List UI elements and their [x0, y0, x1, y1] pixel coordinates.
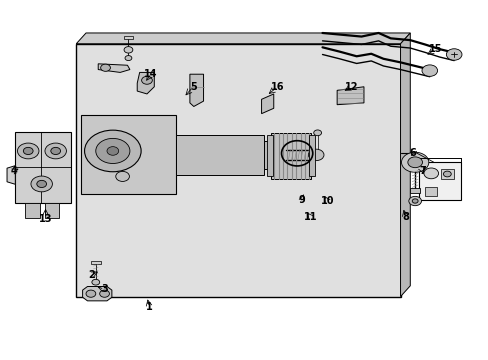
- Circle shape: [142, 76, 152, 84]
- Bar: [25, 203, 40, 219]
- Text: 2: 2: [88, 270, 95, 280]
- Bar: [424, 187, 436, 196]
- Polygon shape: [261, 94, 273, 114]
- Circle shape: [100, 290, 109, 297]
- Circle shape: [37, 180, 46, 188]
- Bar: [15, 132, 71, 203]
- Circle shape: [86, 290, 96, 297]
- Bar: [440, 169, 453, 179]
- Polygon shape: [98, 64, 130, 72]
- Bar: [44, 203, 59, 219]
- Circle shape: [23, 147, 33, 154]
- Text: 5: 5: [189, 82, 196, 92]
- Circle shape: [84, 130, 141, 172]
- Circle shape: [408, 196, 421, 206]
- Circle shape: [101, 64, 110, 71]
- Circle shape: [401, 152, 428, 172]
- Polygon shape: [336, 87, 363, 105]
- Bar: [418, 162, 460, 200]
- Circle shape: [423, 168, 438, 179]
- Bar: [176, 135, 264, 175]
- Text: 4: 4: [10, 166, 17, 176]
- Circle shape: [124, 46, 133, 53]
- Bar: [123, 36, 133, 39]
- Polygon shape: [137, 72, 154, 94]
- Bar: [409, 189, 419, 193]
- Circle shape: [107, 147, 119, 155]
- Polygon shape: [7, 166, 15, 184]
- Text: 1: 1: [146, 302, 152, 312]
- Polygon shape: [189, 74, 203, 107]
- Circle shape: [421, 65, 437, 76]
- Circle shape: [116, 171, 129, 181]
- Polygon shape: [82, 287, 112, 301]
- Polygon shape: [76, 44, 400, 297]
- Text: 7: 7: [418, 166, 425, 176]
- Circle shape: [446, 49, 461, 60]
- Circle shape: [407, 157, 422, 168]
- Bar: [309, 135, 315, 176]
- Text: 14: 14: [144, 69, 157, 79]
- Text: 16: 16: [270, 82, 284, 92]
- Text: 10: 10: [320, 196, 333, 206]
- Text: 12: 12: [345, 82, 358, 92]
- Bar: [81, 116, 176, 194]
- Circle shape: [96, 138, 130, 163]
- Circle shape: [18, 143, 39, 159]
- Text: 11: 11: [303, 212, 316, 221]
- Bar: [271, 133, 311, 179]
- Circle shape: [92, 279, 100, 285]
- Text: 9: 9: [298, 195, 305, 205]
- Circle shape: [411, 199, 417, 203]
- Circle shape: [308, 149, 324, 161]
- Bar: [91, 261, 101, 264]
- Text: 13: 13: [39, 214, 52, 224]
- Bar: [267, 135, 273, 176]
- Polygon shape: [76, 33, 409, 44]
- Circle shape: [443, 171, 450, 177]
- Text: 6: 6: [408, 148, 415, 158]
- Text: 15: 15: [428, 44, 442, 54]
- Text: 8: 8: [401, 212, 408, 221]
- Circle shape: [31, 176, 52, 192]
- Text: 3: 3: [101, 284, 108, 294]
- Circle shape: [313, 130, 321, 136]
- Circle shape: [125, 55, 132, 60]
- Circle shape: [45, 143, 66, 159]
- Circle shape: [51, 147, 61, 154]
- Polygon shape: [400, 33, 409, 297]
- Bar: [264, 141, 285, 169]
